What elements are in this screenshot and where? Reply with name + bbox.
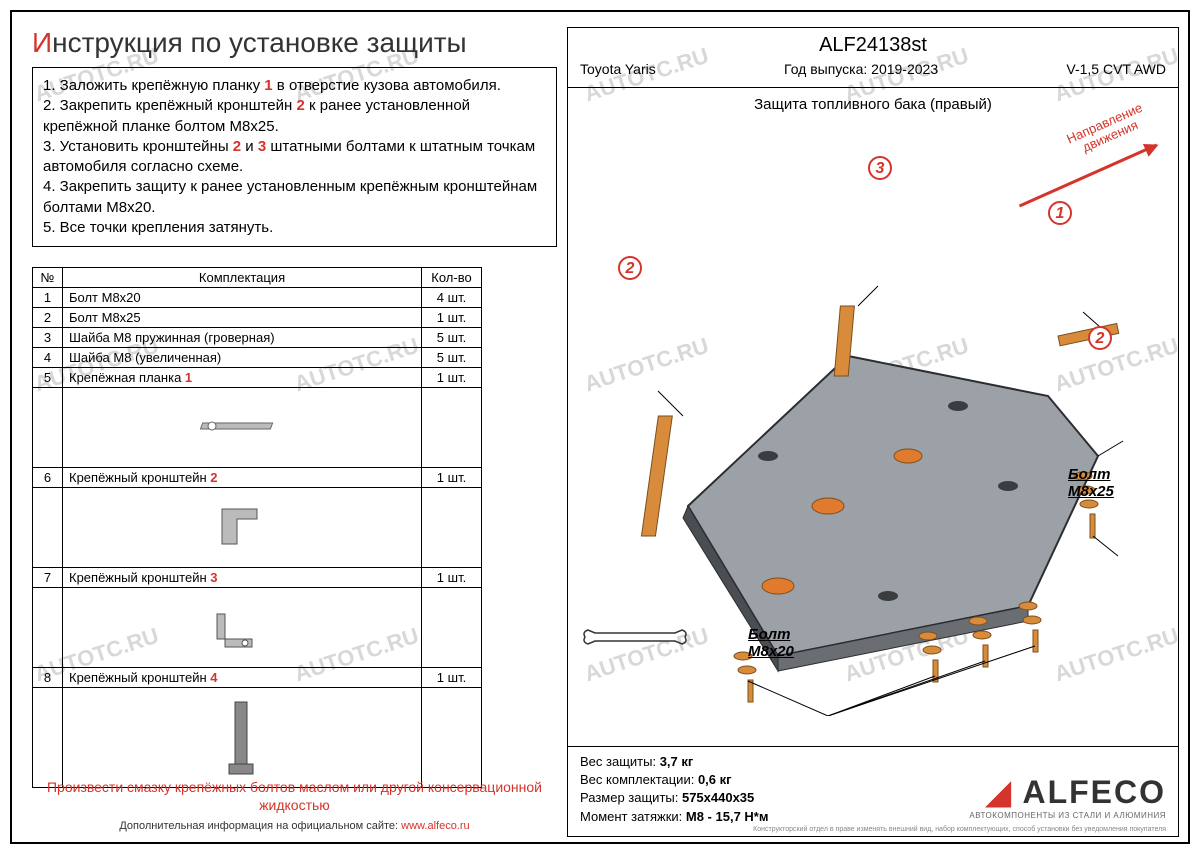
wrench-icon bbox=[580, 626, 690, 648]
skid-plate-diagram bbox=[628, 276, 1138, 716]
parts-row: 8Крепёжный кронштейн 41 шт. bbox=[33, 668, 482, 688]
callout-3: 3 bbox=[868, 156, 892, 180]
right-column: ALF24138st Toyota Yaris Год выпуска: 201… bbox=[567, 27, 1179, 837]
parts-row: 6Крепёжный кронштейн 21 шт. bbox=[33, 468, 482, 488]
year-info: Год выпуска: 2019-2023 bbox=[784, 61, 938, 77]
fine-print: Конструкторский отдел в праве изменять в… bbox=[753, 826, 1166, 833]
diagram-area: Защита топливного бака (правый) Направле… bbox=[568, 96, 1178, 746]
parts-row: 4Шайба М8 (увеличенная)5 шт. bbox=[33, 348, 482, 368]
parts-image-row bbox=[33, 488, 482, 568]
parts-image-row bbox=[33, 388, 482, 468]
parts-row: 5Крепёжная планка 11 шт. bbox=[33, 368, 482, 388]
parts-header-qty: Кол-во bbox=[422, 268, 482, 288]
parts-header-num: № bbox=[33, 268, 63, 288]
logo: ◢ ALFECO АВТОКОМПОНЕНТЫ ИЗ СТАЛИ И АЛЮМИ… bbox=[969, 773, 1166, 820]
diagram-title: Защита топливного бака (правый) bbox=[568, 96, 1178, 113]
left-column: 1. Заложить крепёжную планку 1 в отверст… bbox=[32, 67, 557, 788]
info-text: Дополнительная информация на официальном… bbox=[32, 820, 557, 832]
page-frame: AUTOTC.RU AUTOTC.RU AUTOTC.RU AUTOTC.RU … bbox=[10, 10, 1190, 844]
parts-row: 1Болт М8х204 шт. bbox=[33, 288, 482, 308]
parts-row: 2Болт М8х251 шт. bbox=[33, 308, 482, 328]
website-link: www.alfeco.ru bbox=[401, 820, 469, 832]
parts-image-row bbox=[33, 688, 482, 788]
callout-2: 2 bbox=[1088, 326, 1112, 350]
vehicle-name: Toyota Yaris bbox=[580, 61, 656, 77]
bolt-label: Болт М8х20 bbox=[748, 626, 794, 660]
steps-box: 1. Заложить крепёжную планку 1 в отверст… bbox=[32, 67, 557, 247]
parts-table: № Комплектация Кол-во 1Болт М8х204 шт.2Б… bbox=[32, 267, 482, 788]
warning-text: Произвести смазку крепёжных болтов масло… bbox=[32, 779, 557, 814]
part-number: ALF24138st bbox=[580, 34, 1166, 57]
parts-row: 3Шайба М8 пружинная (гроверная)5 шт. bbox=[33, 328, 482, 348]
bolt-label: Болт М8х25 bbox=[1068, 466, 1114, 500]
engine-info: V-1,5 CVT AWD bbox=[1066, 61, 1166, 77]
parts-header-name: Комплектация bbox=[63, 268, 422, 288]
callout-1: 1 bbox=[1048, 201, 1072, 225]
parts-row: 7Крепёжный кронштейн 31 шт. bbox=[33, 568, 482, 588]
parts-image-row bbox=[33, 588, 482, 668]
callout-2: 2 bbox=[618, 256, 642, 280]
header-box: ALF24138st Toyota Yaris Год выпуска: 201… bbox=[568, 28, 1178, 88]
page-title: Инструкция по установке защиты bbox=[32, 27, 467, 59]
